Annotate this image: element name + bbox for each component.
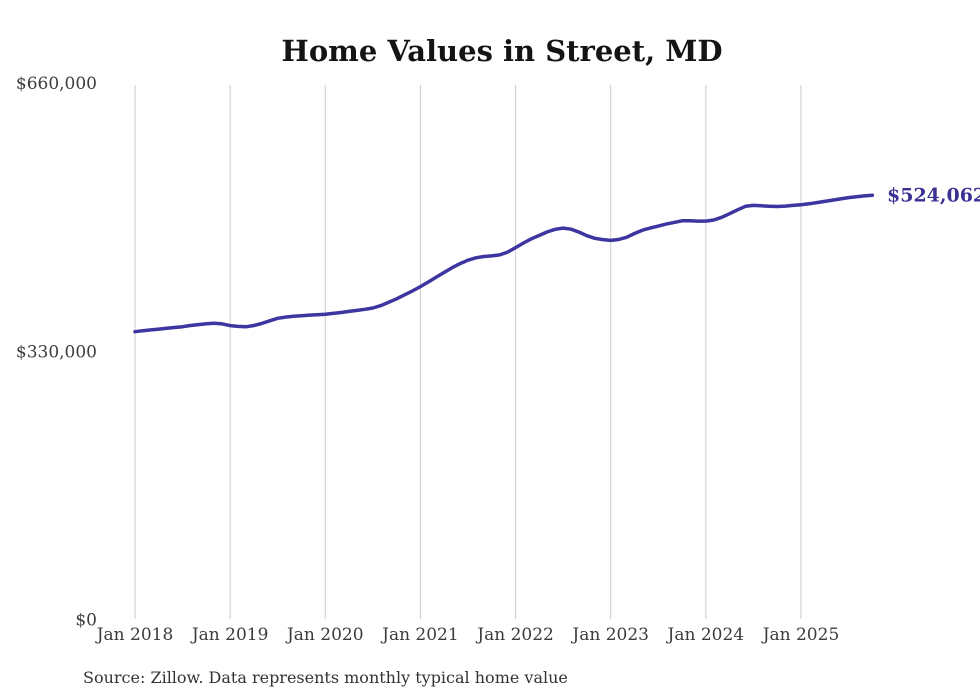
y-axis-labels: $0 $330,000 $660,000 bbox=[16, 74, 97, 630]
x-tick-jan-2021: Jan 2021 bbox=[380, 625, 459, 645]
x-tick-jan-2019: Jan 2019 bbox=[190, 625, 269, 645]
source-note: Source: Zillow. Data represents monthly … bbox=[83, 668, 568, 687]
latest-value-label: $524,062 bbox=[887, 185, 980, 207]
home-value-line bbox=[133, 193, 875, 334]
chart-title: Home Values in Street, MD bbox=[281, 34, 722, 68]
x-axis-labels: Jan 2018 Jan 2019 Jan 2020 Jan 2021 Jan 2022… bbox=[95, 625, 840, 645]
x-tick-jan-2020: Jan 2020 bbox=[285, 625, 364, 645]
x-tick-jan-2024: Jan 2024 bbox=[666, 625, 745, 645]
y-tick-330000: $330,000 bbox=[16, 342, 97, 362]
x-tick-jan-2018: Jan 2018 bbox=[95, 625, 174, 645]
x-tick-jan-2023: Jan 2023 bbox=[570, 625, 649, 645]
gridlines bbox=[134, 85, 802, 619]
x-tick-jan-2025: Jan 2025 bbox=[761, 625, 840, 645]
x-tick-jan-2022: Jan 2022 bbox=[475, 625, 554, 645]
y-tick-0: $0 bbox=[75, 611, 97, 631]
y-tick-660000: $660,000 bbox=[16, 74, 97, 94]
